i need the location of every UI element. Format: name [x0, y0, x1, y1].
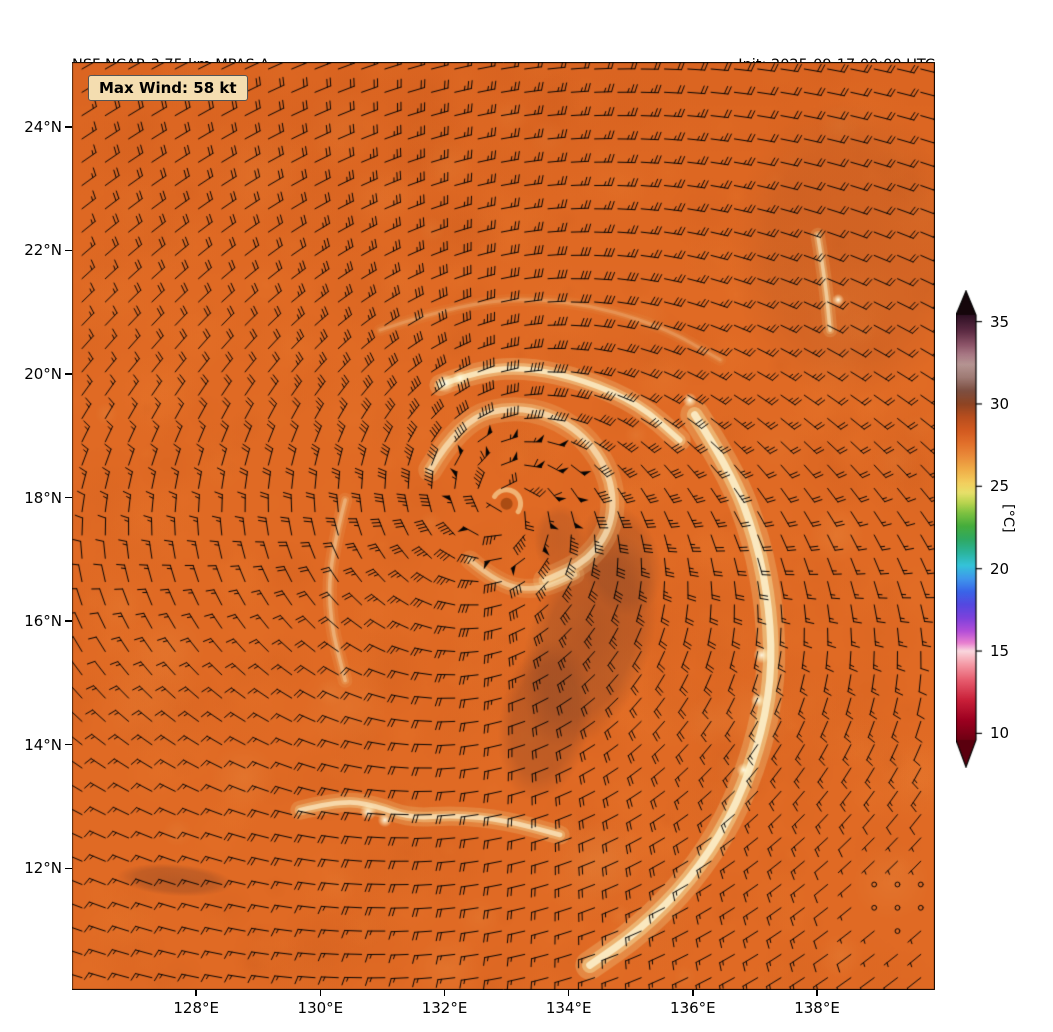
- y-tick-mark: [65, 867, 72, 870]
- y-tick-mark: [65, 620, 72, 622]
- x-tick-mark: [692, 990, 694, 996]
- colorbar-canvas: [956, 290, 986, 768]
- x-tick-mark: [195, 990, 197, 996]
- y-tick-mark: [65, 743, 72, 746]
- y-tick-mark: [65, 496, 72, 499]
- colorbar-tick-label: 20: [990, 559, 1010, 578]
- map-canvas: [72, 62, 935, 990]
- max-wind-badge: Max Wind: 58 kt: [88, 75, 248, 101]
- y-tick-label: 24°N: [24, 117, 62, 136]
- y-tick-mark: [65, 126, 72, 128]
- colorbar-tick-label: 30: [990, 394, 1010, 413]
- x-tick-label: 138°E: [794, 999, 840, 1017]
- x-tick-mark: [816, 990, 818, 996]
- colorbar-tick-label: 25: [990, 477, 1010, 496]
- y-tick-mark: [65, 249, 72, 252]
- colorbar-tick-label: 10: [990, 724, 1010, 743]
- x-tick-mark: [567, 990, 570, 996]
- x-tick-label: 130°E: [297, 999, 344, 1017]
- x-tick-label: 136°E: [670, 999, 716, 1017]
- y-tick-label: 14°N: [24, 735, 62, 754]
- y-tick-mark: [65, 373, 72, 375]
- x-tick-label: 134°E: [545, 999, 592, 1017]
- colorbar-tick-label: 35: [990, 312, 1010, 331]
- y-tick-label: 12°N: [24, 859, 62, 878]
- colorbar-unit-label: [°C]: [1000, 504, 1016, 533]
- x-tick-label: 128°E: [173, 999, 219, 1017]
- x-tick-mark: [319, 990, 322, 996]
- y-tick-label: 18°N: [24, 488, 62, 507]
- colorbar-tick-label: 15: [990, 642, 1010, 661]
- y-tick-label: 16°N: [24, 612, 62, 631]
- y-tick-label: 22°N: [24, 241, 62, 260]
- y-tick-label: 20°N: [24, 365, 62, 383]
- x-tick-mark: [443, 990, 446, 996]
- x-tick-label: 132°E: [421, 999, 468, 1017]
